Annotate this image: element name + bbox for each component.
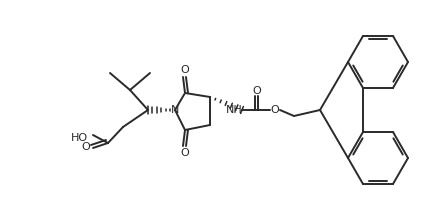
Text: O: O	[252, 86, 261, 96]
Text: O: O	[180, 65, 189, 75]
Text: HO: HO	[71, 133, 88, 143]
Text: O: O	[180, 148, 189, 158]
Text: O: O	[82, 142, 90, 152]
Text: N: N	[171, 105, 179, 115]
Text: NH: NH	[225, 105, 242, 115]
Text: O: O	[271, 105, 280, 115]
